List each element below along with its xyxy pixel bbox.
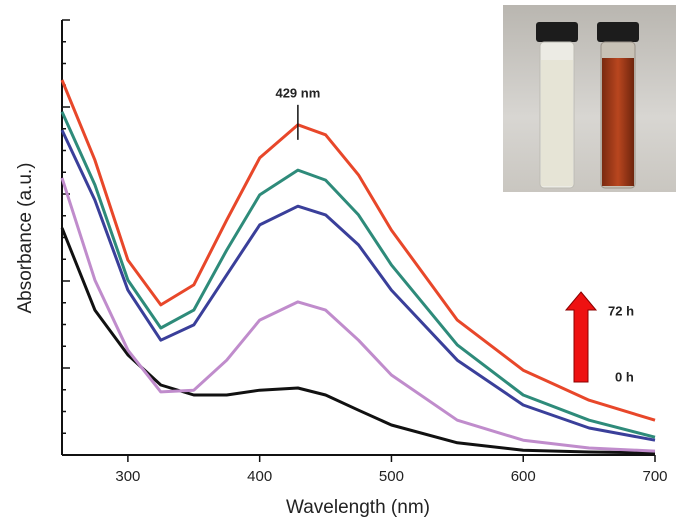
x-tick-label: 600 <box>511 468 536 485</box>
x-tick-label: 500 <box>379 468 404 485</box>
inset-photo <box>503 5 676 192</box>
x-tick-label: 700 <box>642 468 667 485</box>
x-axis-title: Wavelength (nm) <box>286 497 430 518</box>
spectrum-line <box>60 177 656 453</box>
x-tick-label: 400 <box>247 468 272 485</box>
annotation-label: 72 h <box>608 303 634 318</box>
x-tick-label: 300 <box>115 468 140 485</box>
annotation-label: 0 h <box>615 369 634 384</box>
arrow <box>564 291 598 383</box>
spectrum-line <box>60 129 656 442</box>
annotation-label: 429 nm <box>275 85 320 100</box>
spectrum-line <box>60 111 656 439</box>
y-axis-title: Absorbance (a.u.) <box>15 162 36 313</box>
